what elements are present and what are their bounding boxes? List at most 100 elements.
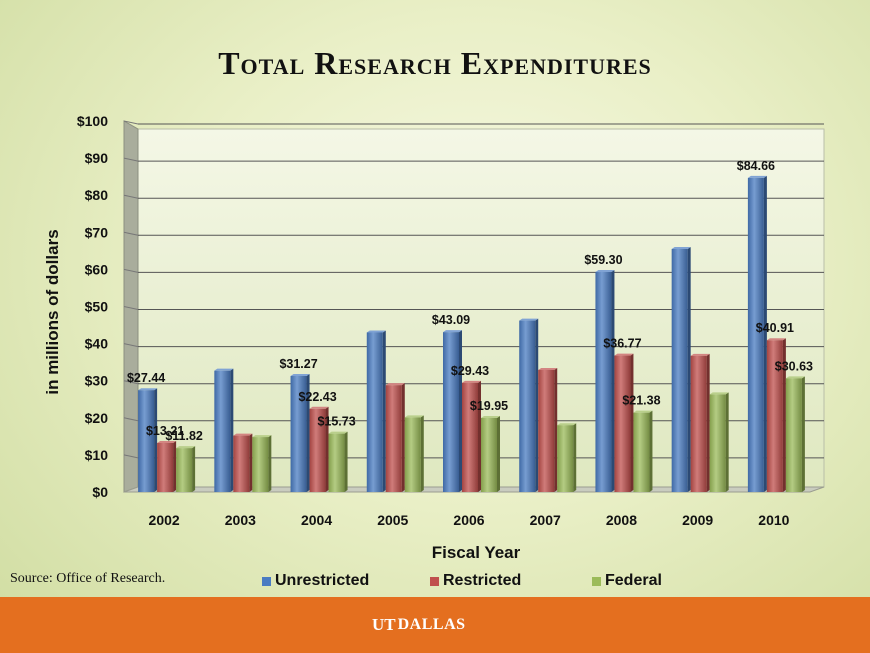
gridline-side	[123, 268, 139, 273]
bar-top	[785, 376, 805, 379]
chart-legend: Unrestricted Restricted Federal	[262, 572, 712, 594]
gridline-side	[123, 380, 139, 385]
bar-restricted-2010	[766, 340, 783, 492]
bar-top	[766, 338, 786, 341]
bar-side	[725, 392, 729, 492]
bar-unrestricted-2007	[519, 320, 536, 492]
y-tick-label: $60	[85, 261, 109, 277]
bar-side	[459, 330, 462, 492]
y-tick-label: $30	[85, 373, 109, 389]
data-label: $13.21	[146, 424, 184, 438]
bar-unrestricted-2004	[290, 375, 307, 492]
logo-ut: UT	[372, 615, 396, 634]
x-tick-label: 2009	[682, 512, 713, 528]
bar-side	[306, 373, 310, 492]
bar-side	[268, 435, 272, 492]
bar-restricted-2005	[385, 385, 402, 492]
bar-chart: $0 $10 $20 $30 $40 $50 $60 $70 $80 $90 $100 $27.44 $…	[43, 113, 825, 562]
bar-top	[328, 431, 348, 434]
bar-side	[706, 353, 710, 492]
bar-top	[157, 440, 177, 443]
bar-federal-2003	[252, 437, 269, 492]
y-tick-label: $20	[85, 410, 109, 426]
data-label: $29.43	[451, 364, 489, 378]
data-label: $27.44	[127, 371, 165, 385]
bar-unrestricted-2008	[595, 271, 612, 492]
legend-label: Restricted	[443, 572, 522, 589]
bar-top	[519, 318, 539, 321]
x-tick-label: 2007	[530, 512, 561, 528]
bar-unrestricted-2003	[214, 370, 231, 492]
y-tick-label: $10	[85, 447, 109, 463]
gridline-side	[123, 343, 139, 348]
bar-top	[462, 380, 481, 383]
footer-bar: UT DALLAS	[0, 597, 870, 653]
legend-label: Unrestricted	[275, 572, 370, 589]
bar-side	[573, 423, 577, 492]
chart-title: Total Research Expenditures	[218, 45, 652, 81]
bar-federal-2010	[785, 378, 802, 492]
bar-top	[233, 433, 253, 436]
bar-top	[385, 383, 405, 386]
bar-top	[481, 415, 500, 418]
bar-restricted-2009	[690, 355, 707, 492]
data-label: $31.27	[279, 357, 317, 371]
gridline-side	[123, 194, 139, 199]
x-tick-label: 2010	[758, 512, 789, 528]
bar-restricted-2004	[309, 408, 326, 492]
bar-top	[366, 330, 386, 333]
bar-side	[249, 433, 253, 492]
bar-top	[214, 368, 234, 371]
bar-unrestricted-2009	[671, 248, 688, 492]
legend-item-unrestricted: Unrestricted	[262, 572, 369, 590]
data-label: $84.66	[737, 159, 775, 173]
bar-top	[252, 435, 272, 438]
gridline-side	[123, 157, 139, 162]
bar-side	[173, 440, 177, 492]
legend-item-restricted: Restricted	[430, 572, 521, 590]
bar-side	[230, 368, 234, 492]
y-tick-label: $0	[92, 484, 108, 500]
data-label: $21.38	[622, 394, 660, 408]
legend-label: Federal	[605, 572, 662, 589]
bar-top	[404, 415, 424, 418]
bar-top	[538, 367, 558, 370]
y-tick-label: $50	[85, 299, 109, 315]
data-label: $30.63	[775, 359, 813, 373]
bar-unrestricted-2005	[366, 332, 383, 492]
y-tick-label: $80	[85, 187, 109, 203]
bar-side	[649, 410, 653, 492]
x-tick-label: 2004	[301, 512, 332, 528]
gridline-side	[123, 306, 139, 310]
y-tick-label: $70	[85, 224, 109, 240]
bar-top	[443, 330, 462, 333]
x-axis-title: Fiscal Year	[432, 543, 521, 562]
gridline-side	[123, 454, 139, 459]
logo-dallas: DALLAS	[397, 616, 466, 633]
x-tick-label: 2003	[225, 512, 256, 528]
bar-side	[497, 415, 500, 492]
gridline-side	[123, 417, 139, 422]
y-tick-label: $100	[77, 113, 108, 129]
bar-restricted-2003	[233, 435, 250, 492]
bar-side	[382, 330, 386, 492]
bar-unrestricted-2010	[747, 177, 764, 492]
bar-unrestricted-2002	[138, 390, 155, 492]
bar-federal-2005	[404, 417, 421, 492]
bar-side	[478, 380, 481, 492]
y-tick-label: $90	[85, 150, 109, 166]
bar-top	[138, 388, 158, 391]
bar-side	[801, 376, 805, 492]
source-note: Source: Office of Research.	[10, 571, 166, 586]
bar-side	[535, 318, 539, 492]
bar-top	[595, 269, 615, 272]
bar-side	[687, 246, 691, 492]
bar-top	[557, 423, 577, 426]
bar-side	[154, 388, 158, 492]
data-label: $43.09	[432, 313, 470, 327]
bar-federal-2006	[481, 417, 497, 492]
data-label: $11.82	[165, 429, 203, 443]
bar-top	[671, 246, 691, 249]
bar-restricted-2007	[538, 369, 555, 492]
data-label: $40.91	[756, 321, 794, 335]
